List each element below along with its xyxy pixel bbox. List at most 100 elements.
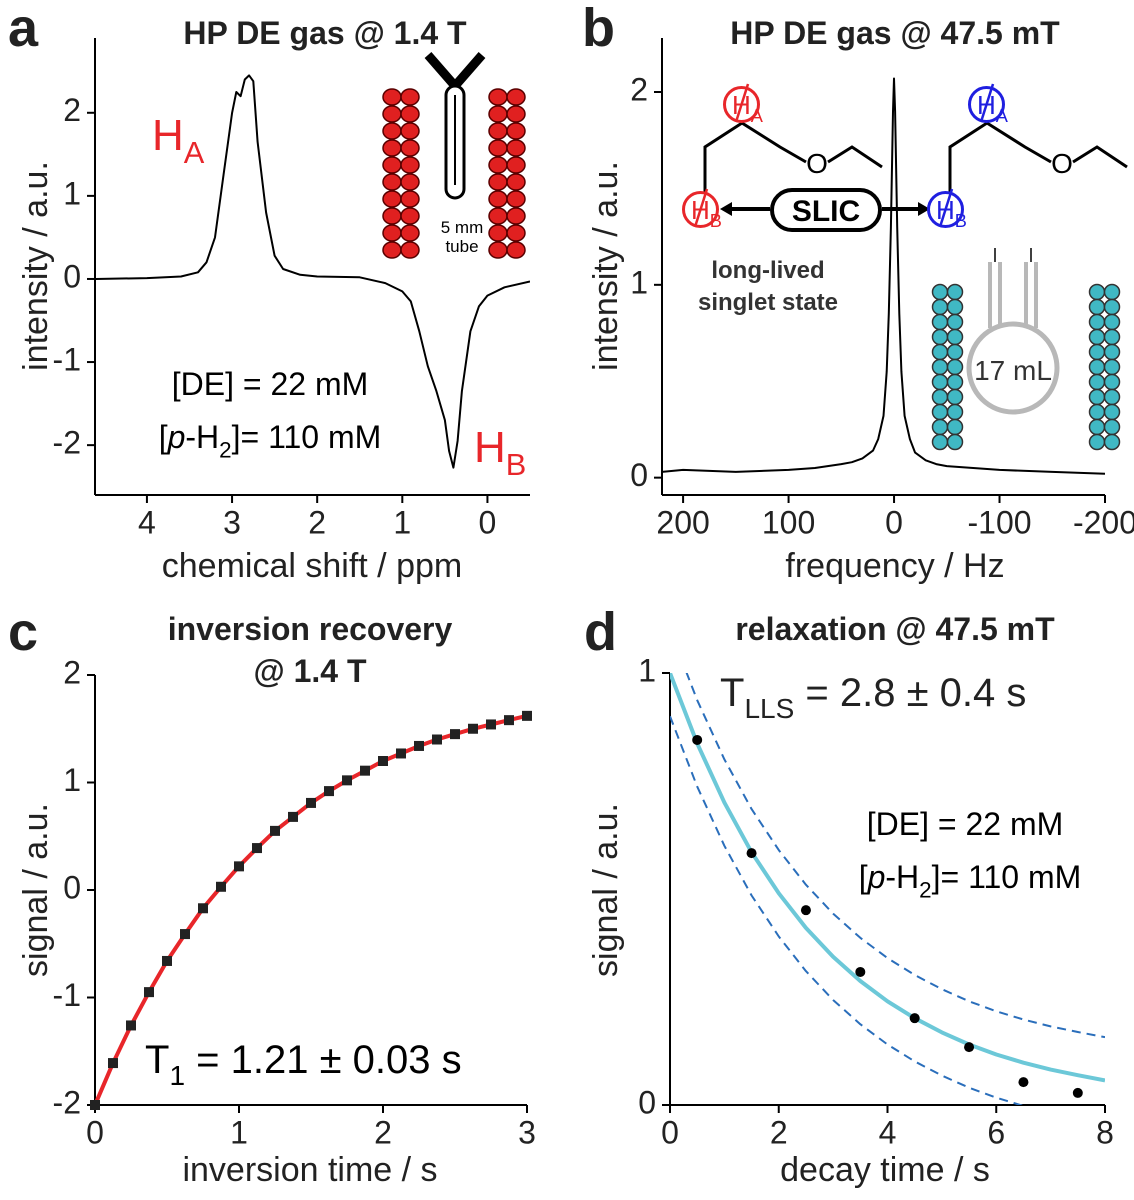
annotation-part: H [474,423,506,472]
magnet-coil [1088,358,1106,376]
x-tick-label: 6 [987,1114,1005,1150]
magnet-coil [1103,328,1121,346]
annotation: [DE] = 22 mM [867,806,1064,842]
annotation-part: T [720,671,744,715]
x-tick-label: 8 [1096,1114,1114,1150]
proton-circle [723,86,760,123]
proton-circle [968,86,1005,123]
magnet-coil [382,122,402,140]
x-axis-label: inversion time / s [182,1151,437,1189]
annotation-part: ]= 110 mM [932,859,1082,895]
annotation-part: ]= 110 mM [232,419,382,455]
panel-letter: c [8,602,38,662]
x-tick-label: 0 [885,504,903,540]
magnet-coil [400,122,420,140]
panel-letter: d [584,602,617,662]
x-tick-label: 3 [518,1114,536,1150]
data-point [324,786,334,797]
panel-letter: a [8,0,39,58]
magnet-coil [1088,433,1106,451]
annotation: T1 = 1.21 ± 0.03 s [145,1038,462,1091]
x-tick-label: 4 [879,1114,897,1150]
annotation-part: p [867,859,886,895]
annotation: 5 mm [441,218,484,237]
data-point [432,734,442,745]
annotation: HA [152,111,205,170]
y-tick-label: 0 [630,457,648,493]
y-tick-label: 1 [63,762,81,798]
magnet-coil [506,224,526,242]
data-line [670,715,1024,1105]
annotation-part: singlet state [698,289,838,316]
magnet-coil [931,313,949,331]
magnet-coil [382,173,402,191]
bond [703,121,807,192]
magnet-coil [400,224,420,242]
x-tick-label: 0 [479,504,497,540]
magnet-coil [382,207,402,225]
chart-title: HP DE gas @ 1.4 T [183,15,467,51]
magnet-coil [931,283,949,301]
data-point [198,903,208,914]
data-point [468,723,478,734]
magnet-coil [946,418,964,436]
molecule-sketch [703,121,1128,451]
data-point [342,775,352,786]
data-point [144,987,154,998]
y-tick-label: 1 [63,175,81,211]
x-tick-label: 0 [661,1114,679,1150]
magnet-coil [1103,388,1121,406]
data-point [522,710,532,721]
data-point [1018,1077,1029,1088]
magnet-coil [506,241,526,259]
annotation-part: B [955,211,967,231]
data-line [685,673,1105,1039]
magnet-coil [946,388,964,406]
data-point [378,756,388,766]
arrow-head [918,202,930,216]
y-tick-label: 0 [63,258,81,294]
magnet-coil [1088,283,1106,301]
annotation-part: -H [885,859,919,895]
annotation-part: p [167,419,186,455]
magnet-coil [1103,403,1121,421]
proton-circle [682,191,719,228]
magnet-coil [400,190,420,208]
spin-arrow [979,83,995,123]
magnet-coil [931,298,949,316]
x-tick-label: 100 [762,504,815,540]
data-point [234,861,244,872]
magnet-coil [400,105,420,123]
annotation-part: tube [445,237,478,256]
y-tick-label: 1 [630,264,648,300]
data-point [800,905,811,916]
y-tick-label: -2 [53,1084,81,1120]
magnet-coil [506,190,526,208]
magnet-coil [488,207,508,225]
magnet-coil [946,403,964,421]
magnet-coil [931,373,949,391]
annotation-part: 17 mL [974,355,1052,386]
annotation-part: 5 mm [441,218,484,237]
annotation: [p-H2]= 110 mM [159,419,382,463]
chart-title: relaxation @ 47.5 mT [735,611,1055,647]
magnet-coil [506,156,526,174]
spin-arrow [938,188,954,228]
magnet-coil [1088,418,1106,436]
annotation: tube [445,237,478,256]
chart-title: @ 1.4 T [253,653,366,689]
annotation-part: O [806,148,828,179]
data-point [414,740,424,751]
annotation-part: B [710,211,722,231]
data-point [964,1042,975,1053]
x-tick-label: 1 [393,504,411,540]
spin-arrow [693,188,709,228]
magnet-coil [488,224,508,242]
magnet-coil [400,88,420,106]
annotation-part: [ [859,859,868,895]
magnet-coil [400,173,420,191]
annotation-part: -H [185,419,219,455]
data-line [95,74,530,469]
data-point [450,729,460,740]
